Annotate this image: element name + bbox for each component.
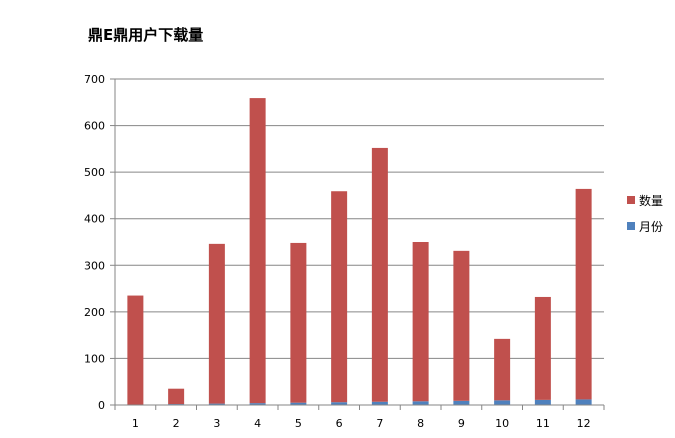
bar [290,402,307,405]
y-tick-label: 700 [84,73,105,86]
x-tick-label: 11 [536,417,550,430]
legend-swatch [627,222,635,230]
x-tick-label: 1 [132,417,139,430]
x-tick-label: 8 [417,417,424,430]
bar [412,401,429,405]
x-tick-label: 5 [295,417,302,430]
bar [534,399,551,405]
bar [290,242,307,403]
legend-label: 数量 [639,193,663,208]
y-axis: 0 100 200 300 400 500 600 700 [84,73,116,412]
y-tick-label: 200 [84,306,105,319]
y-tick-label: 500 [84,166,105,179]
x-tick-label: 10 [495,417,509,430]
bar [249,98,266,404]
y-tick-label: 300 [84,259,105,272]
bar [494,338,511,401]
bar [208,243,225,404]
x-tick-label: 4 [254,417,261,430]
bar [534,296,551,400]
legend-swatch [627,196,635,204]
x-axis: 1 2 3 4 5 6 7 8 9 10 11 12 [114,404,605,430]
bar [127,295,144,405]
y-tick-label: 400 [84,213,105,226]
y-tick-label: 600 [84,120,105,133]
x-tick-label: 6 [336,417,343,430]
y-tick-label: 100 [84,352,105,365]
x-tick-label: 3 [213,417,220,430]
bar [453,400,470,405]
bar [168,388,185,405]
bar [371,147,388,402]
x-tick-label: 7 [376,417,383,430]
gridlines [115,78,604,406]
bars [127,98,592,405]
bar [331,402,348,405]
bar [575,399,592,405]
chart-title: 鼎E鼎用户下载量 [88,26,203,44]
x-tick-label: 9 [458,417,465,430]
y-tick-label: 0 [98,399,105,412]
bar [412,242,429,402]
bar [453,250,470,401]
bar [575,188,592,400]
bar [249,403,266,405]
bar [371,401,388,405]
x-tick-label: 12 [577,417,591,430]
x-tick-label: 2 [173,417,180,430]
bar [208,403,225,405]
legend-label: 月份 [639,220,663,234]
bar [331,191,348,403]
bar [494,400,511,405]
